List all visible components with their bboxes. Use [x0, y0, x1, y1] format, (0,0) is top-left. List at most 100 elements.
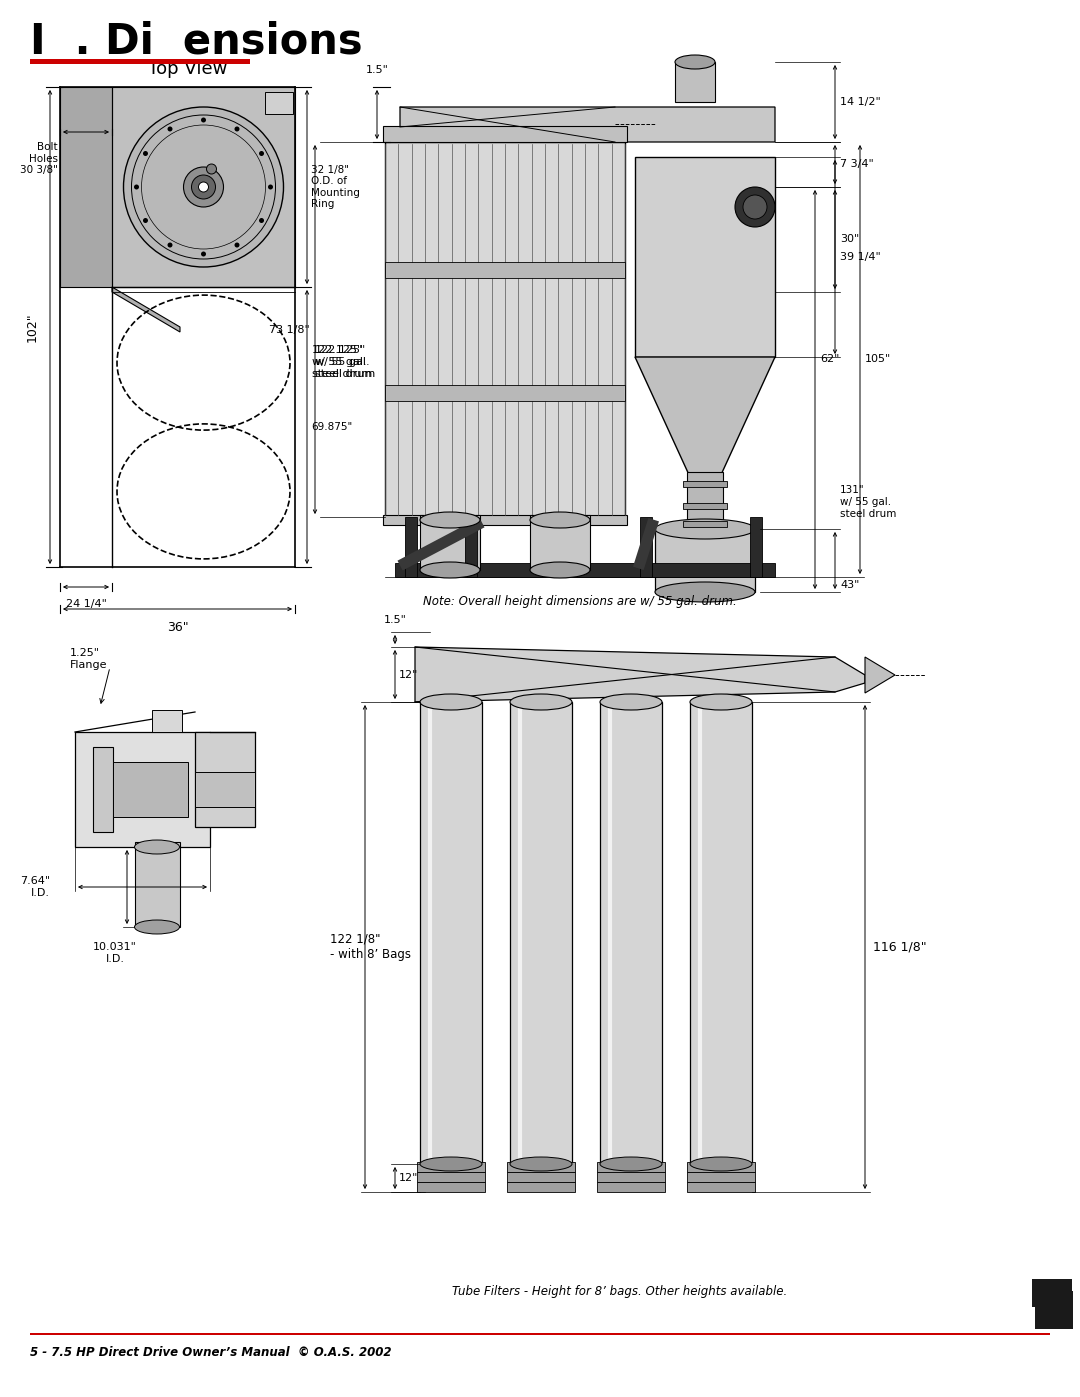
- Circle shape: [268, 184, 273, 190]
- Circle shape: [167, 127, 173, 131]
- Bar: [530, 515, 590, 570]
- Bar: [507, 1172, 575, 1182]
- Text: 24 1/4": 24 1/4": [66, 599, 107, 609]
- Bar: [510, 703, 572, 1164]
- Circle shape: [201, 251, 206, 257]
- Circle shape: [259, 151, 264, 156]
- Text: 1.25"
Flange: 1.25" Flange: [70, 648, 108, 669]
- Text: 73 1/8": 73 1/8": [269, 324, 310, 334]
- Bar: [384, 261, 625, 278]
- Ellipse shape: [420, 1157, 482, 1171]
- Bar: [597, 1182, 665, 1192]
- Bar: [417, 1182, 485, 1192]
- Bar: [195, 732, 255, 827]
- Bar: [687, 1182, 755, 1192]
- Ellipse shape: [600, 694, 662, 710]
- Bar: [383, 126, 627, 142]
- Bar: [507, 1182, 575, 1192]
- Text: I  . Di  ensions: I . Di ensions: [30, 21, 363, 63]
- Circle shape: [234, 243, 240, 247]
- Bar: [750, 517, 762, 577]
- Text: Tube Filters - Height for 8’ bags. Other heights available.: Tube Filters - Height for 8’ bags. Other…: [453, 1285, 787, 1298]
- Text: 122.125"
w/ 55 gal.
steel drum: 122.125" w/ 55 gal. steel drum: [315, 345, 375, 379]
- Circle shape: [167, 243, 173, 247]
- Bar: [420, 703, 482, 1164]
- Text: 30": 30": [840, 235, 860, 244]
- Bar: [683, 481, 727, 488]
- Bar: [687, 472, 723, 527]
- Circle shape: [191, 175, 216, 198]
- Circle shape: [134, 184, 139, 190]
- Bar: [687, 1162, 755, 1172]
- Ellipse shape: [420, 562, 480, 578]
- Bar: [395, 563, 775, 577]
- Bar: [405, 517, 417, 577]
- Bar: [597, 1172, 665, 1182]
- Ellipse shape: [675, 54, 715, 68]
- Circle shape: [143, 151, 148, 156]
- Text: 105": 105": [865, 355, 891, 365]
- Bar: [152, 710, 183, 732]
- Circle shape: [206, 163, 216, 175]
- Ellipse shape: [420, 694, 482, 710]
- Circle shape: [201, 117, 206, 123]
- Text: 5 - 7.5 HP Direct Drive Owner’s Manual  © O.A.S. 2002: 5 - 7.5 HP Direct Drive Owner’s Manual ©…: [30, 1345, 391, 1358]
- Bar: [597, 1162, 665, 1172]
- Bar: [654, 529, 755, 592]
- Text: Note: Overall height dimensions are w/ 55 gal. drum.: Note: Overall height dimensions are w/ 5…: [423, 595, 737, 609]
- Text: 122 1/8"
- with 8’ Bags: 122 1/8" - with 8’ Bags: [330, 933, 411, 961]
- Ellipse shape: [510, 1157, 572, 1171]
- Text: 12": 12": [399, 1173, 418, 1183]
- Ellipse shape: [510, 694, 572, 710]
- Text: 32 1/8"
O.D. of
Mounting
Ring: 32 1/8" O.D. of Mounting Ring: [311, 165, 360, 210]
- Bar: [60, 87, 295, 286]
- Circle shape: [199, 182, 208, 191]
- Bar: [60, 87, 112, 286]
- Text: Bolt
Holes
30 3/8": Bolt Holes 30 3/8": [21, 142, 58, 175]
- Ellipse shape: [530, 511, 590, 528]
- Text: 116 1/8": 116 1/8": [873, 940, 927, 954]
- Circle shape: [259, 218, 264, 224]
- Bar: [384, 142, 625, 517]
- Bar: [75, 732, 210, 847]
- Text: 7 3/4": 7 3/4": [840, 159, 874, 169]
- Polygon shape: [112, 286, 180, 332]
- Bar: [675, 61, 715, 102]
- Circle shape: [234, 127, 240, 131]
- Text: Top View: Top View: [148, 60, 227, 78]
- Ellipse shape: [690, 694, 752, 710]
- Circle shape: [123, 108, 283, 267]
- Bar: [687, 1172, 755, 1182]
- Text: 5: 5: [1047, 1284, 1057, 1302]
- Circle shape: [184, 168, 224, 207]
- Text: 36": 36": [166, 622, 188, 634]
- Circle shape: [735, 187, 775, 226]
- Bar: [93, 747, 113, 833]
- Ellipse shape: [135, 840, 179, 854]
- Polygon shape: [400, 108, 775, 142]
- Ellipse shape: [600, 1157, 662, 1171]
- Bar: [465, 517, 477, 577]
- Text: 12": 12": [399, 669, 418, 679]
- Bar: [113, 761, 188, 817]
- Bar: [30, 59, 249, 64]
- Bar: [683, 521, 727, 527]
- Ellipse shape: [135, 921, 179, 935]
- Bar: [384, 386, 625, 401]
- Ellipse shape: [690, 1157, 752, 1171]
- Bar: [417, 1162, 485, 1172]
- Polygon shape: [415, 647, 865, 703]
- Bar: [420, 515, 480, 570]
- Text: 1.5": 1.5": [365, 66, 389, 75]
- Text: 10.031"
I.D.: 10.031" I.D.: [93, 942, 137, 964]
- Bar: [1035, 1291, 1074, 1329]
- Bar: [195, 773, 255, 807]
- Bar: [600, 703, 662, 1164]
- Text: 62": 62": [820, 355, 839, 365]
- Text: 122.125"
w/ 55 gal.
steel drum: 122.125" w/ 55 gal. steel drum: [312, 345, 373, 379]
- Text: 39 1/4": 39 1/4": [840, 251, 881, 263]
- Text: 7.64"
I.D.: 7.64" I.D.: [19, 876, 50, 898]
- Bar: [265, 92, 293, 115]
- Text: 102": 102": [26, 312, 39, 342]
- Text: 14 1/2": 14 1/2": [840, 96, 881, 108]
